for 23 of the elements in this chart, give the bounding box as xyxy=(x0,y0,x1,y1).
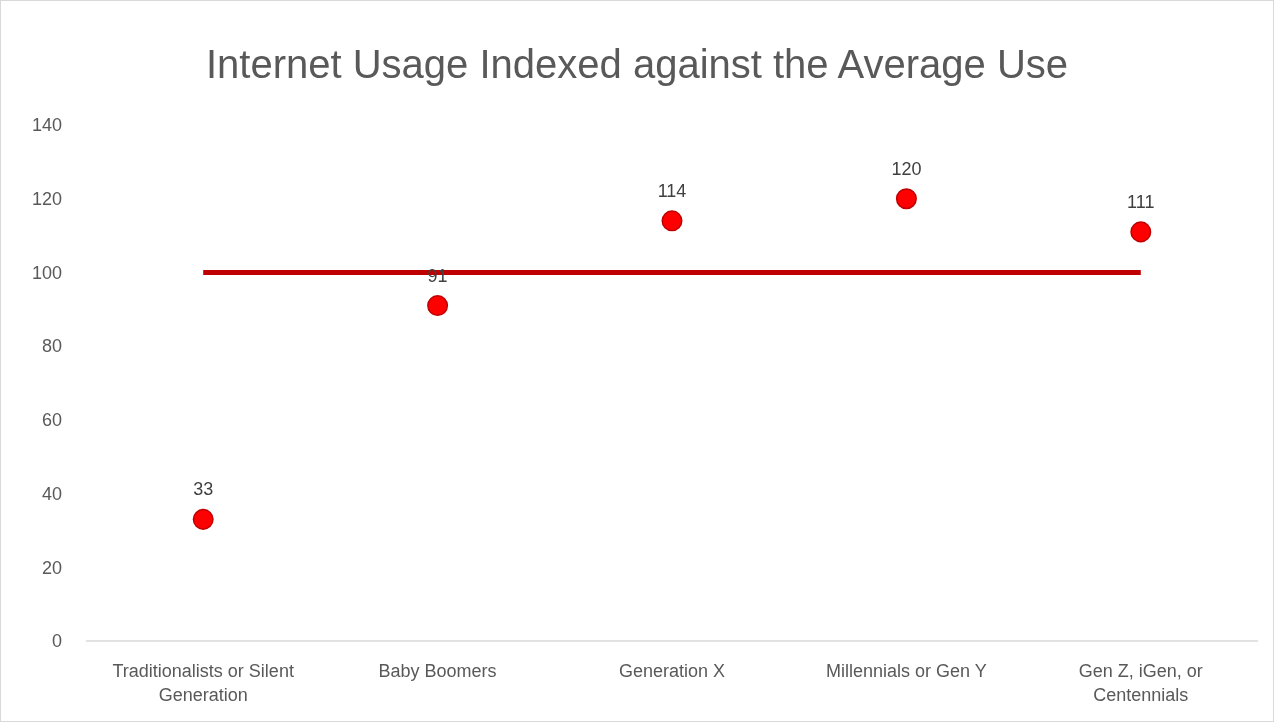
data-label: 114 xyxy=(657,180,687,201)
y-tick-label: 20 xyxy=(41,557,62,578)
y-tick-label: 120 xyxy=(31,189,62,210)
data-label: 120 xyxy=(891,158,922,179)
point xyxy=(427,295,449,317)
x-tick-label: Gen Z, iGen, or Centennials xyxy=(1078,661,1203,705)
y-tick-label: 0 xyxy=(51,631,62,652)
y-tick-label: 40 xyxy=(41,483,62,504)
y-tick-label: 60 xyxy=(41,410,62,431)
x-tick-label: Traditionalists or Silent Generation xyxy=(112,661,294,705)
point xyxy=(192,508,214,530)
y-tick-label: 100 xyxy=(31,262,62,283)
point xyxy=(895,188,917,210)
x-tick-label: Baby Boomers xyxy=(378,661,497,681)
y-tick-label: 140 xyxy=(31,115,62,136)
data-label: 33 xyxy=(193,479,214,500)
point xyxy=(661,210,683,232)
y-tick-label: 80 xyxy=(41,336,62,357)
x-tick-label: Millennials or Gen Y xyxy=(826,661,987,681)
chart-title: Internet Usage Indexed against the Average Use xyxy=(205,42,1069,86)
point xyxy=(1130,221,1152,243)
data-label: 111 xyxy=(1127,191,1155,212)
x-tick-label: Generation X xyxy=(618,661,726,681)
